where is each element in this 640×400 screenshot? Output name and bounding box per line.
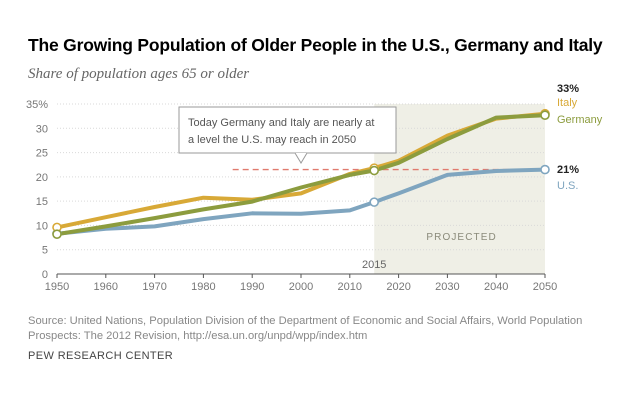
- annotation-line-1: Today Germany and Italy are nearly at: [188, 117, 374, 129]
- source-note: Source: United Nations, Population Divis…: [28, 315, 583, 342]
- y-tick-label: 30: [36, 123, 48, 135]
- data-point: [369, 165, 380, 176]
- projected-label: PROJECTED: [426, 232, 496, 243]
- x-tick-label: 2020: [386, 281, 410, 293]
- brand-label: PEW RESEARCH CENTER: [28, 350, 174, 362]
- annotation-pointer-outline: [294, 152, 308, 164]
- series-line-us: [55, 167, 547, 236]
- end-label-us: U.S.: [557, 180, 578, 192]
- end-label-percent-us: 21%: [557, 164, 579, 176]
- x-tick-label: 2010: [338, 281, 362, 293]
- y-tick-label: 25: [36, 148, 48, 160]
- y-tick-label: 0: [42, 269, 48, 281]
- x-tick-label: 1990: [240, 281, 264, 293]
- x-tick-label: 1980: [191, 281, 215, 293]
- data-point: [52, 229, 62, 239]
- y-tick-label: 5: [42, 245, 48, 257]
- annotation-line-2: a level the U.S. may reach in 2050: [188, 134, 356, 146]
- projection-start-label: 2015: [362, 259, 386, 271]
- data-point: [540, 164, 550, 175]
- x-tick-label: 2030: [435, 281, 459, 293]
- end-label-italy: Italy: [557, 97, 578, 109]
- x-tick-label: 2050: [533, 281, 557, 293]
- data-point: [369, 197, 380, 207]
- annotation-box: [178, 106, 397, 154]
- x-tick-label: 1950: [45, 281, 69, 293]
- y-tick-label: 35%: [26, 99, 48, 111]
- chart-subtitle: Share of population ages 65 or older: [28, 66, 250, 82]
- y-tick-label: 10: [36, 220, 48, 232]
- series-line-germany: [55, 113, 547, 237]
- x-tick-label: 1970: [142, 281, 166, 293]
- series-line-italy: [55, 111, 547, 230]
- x-tick-label: 2000: [289, 281, 313, 293]
- end-label-percent-top: 33%: [557, 83, 579, 95]
- y-tick-label: 20: [36, 172, 48, 184]
- data-point: [540, 110, 550, 120]
- y-tick-label: 15: [36, 196, 48, 208]
- chart-title: The Growing Population of Older People i…: [28, 35, 603, 55]
- end-label-germany: Germany: [557, 114, 603, 126]
- x-tick-label: 2040: [484, 281, 508, 293]
- x-tick-label: 1960: [94, 281, 118, 293]
- annotation-pointer: [295, 153, 307, 163]
- line-chart: 0 5 10 15 20 25 30 35% 1950 1960 1970 1980 1990 2000 2…: [26, 83, 603, 293]
